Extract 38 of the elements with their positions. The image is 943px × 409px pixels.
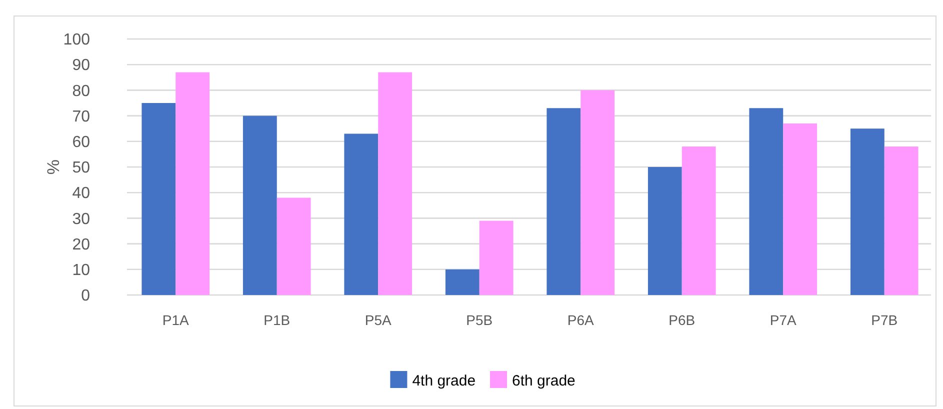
x-tick-label: P6A	[567, 312, 595, 328]
bar	[445, 269, 480, 295]
bar	[142, 103, 176, 295]
y-tick-label: 0	[81, 288, 90, 305]
bar	[580, 90, 615, 295]
bar	[749, 108, 784, 295]
legend-label: 6th grade	[512, 372, 576, 390]
y-tick-label: 80	[72, 82, 90, 100]
x-tick-label: P6B	[668, 312, 696, 328]
x-tick-label: P5A	[364, 312, 392, 328]
x-tick-label: P1A	[162, 312, 190, 328]
y-tick-label: 50	[72, 160, 90, 177]
bar	[783, 123, 818, 295]
y-tick-label: 20	[72, 236, 90, 254]
y-tick-label: 60	[72, 134, 90, 151]
x-tick-label: P7B	[871, 312, 898, 328]
y-tick-label: 100	[63, 32, 90, 49]
bar	[176, 72, 210, 295]
bar	[276, 198, 311, 295]
bar	[378, 72, 412, 295]
x-tick-label: P7A	[770, 312, 798, 328]
bar	[479, 220, 514, 295]
bar	[242, 116, 277, 295]
x-tick-label: P1B	[264, 312, 290, 328]
legend-label: 4th grade	[412, 372, 476, 390]
bar	[546, 108, 581, 295]
y-tick-label: 90	[72, 57, 90, 74]
bar	[344, 134, 378, 295]
x-tick-label: P5B	[466, 312, 493, 328]
bar	[648, 167, 682, 295]
bar	[884, 146, 918, 295]
y-tick-label: 40	[72, 185, 90, 202]
bar	[682, 146, 716, 295]
y-tick-label: 10	[72, 262, 90, 279]
y-axis-title: %	[44, 159, 63, 175]
y-tick-label: 30	[72, 210, 90, 228]
y-tick-label: 70	[72, 108, 90, 126]
bar	[850, 128, 884, 295]
